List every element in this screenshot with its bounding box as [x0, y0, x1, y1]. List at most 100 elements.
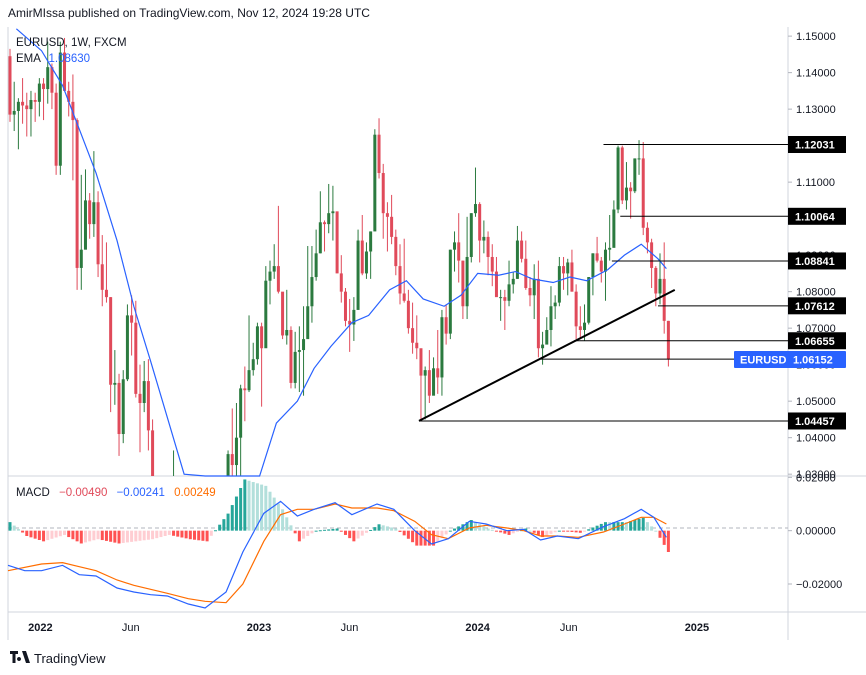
- macd-histogram-bar: [486, 528, 490, 531]
- macd-histogram-bar: [138, 530, 142, 541]
- macd-histogram-bar: [289, 525, 293, 531]
- macd-legend-row: MACD −0.00490 −0.00241 0.00249: [16, 487, 216, 499]
- candle-body: [234, 437, 238, 466]
- ema-line: [15, 28, 667, 477]
- candle-body: [264, 280, 268, 349]
- candle-body: [608, 247, 612, 250]
- candle-body: [75, 120, 79, 268]
- candle-body: [276, 266, 280, 292]
- candle-body: [578, 326, 582, 330]
- macd-histogram-bar: [348, 530, 352, 539]
- symbol-legend: EURUSD, 1W, FXCM: [16, 37, 127, 49]
- macd-histogram-bar: [402, 530, 406, 536]
- macd-histogram-bar: [364, 530, 368, 533]
- candle-body: [104, 289, 108, 298]
- macd-histogram-bar: [58, 530, 62, 537]
- macd-histogram-bar: [310, 530, 314, 534]
- candle-body: [528, 288, 532, 296]
- macd-histogram-bar: [515, 530, 519, 532]
- macd-histogram-bar: [423, 530, 427, 546]
- candle-body: [151, 430, 155, 476]
- candle-body: [117, 382, 121, 435]
- candle-body: [339, 273, 343, 292]
- macd-histogram-bar: [478, 524, 482, 531]
- macd-histogram-bar: [268, 491, 272, 531]
- macd-histogram-bar: [314, 530, 318, 532]
- candle-body: [465, 256, 469, 307]
- macd-histogram-bar: [587, 529, 591, 531]
- macd-line-value: −0.00241: [117, 487, 165, 499]
- macd-histogram-bar: [536, 530, 540, 535]
- macd-signal-value: 0.00249: [174, 487, 216, 499]
- candle-body: [432, 368, 436, 396]
- macd-histogram-bar: [92, 530, 96, 541]
- macd-histogram-bar: [222, 519, 226, 531]
- macd-histogram-bar: [511, 530, 515, 534]
- candle-body: [658, 278, 662, 294]
- macd-histogram-bar: [121, 530, 125, 543]
- ema-legend-row: EMA 1.08630: [16, 53, 90, 65]
- footer-brand[interactable]: TradingView: [10, 650, 106, 666]
- candle-body: [503, 297, 507, 301]
- candle-body: [138, 393, 142, 403]
- candle-body: [402, 293, 406, 301]
- macd-histogram-bar: [188, 530, 192, 540]
- macd-histogram-bar: [260, 484, 264, 531]
- candle-body: [574, 291, 578, 327]
- macd-histogram-bar: [285, 517, 289, 531]
- macd-tick-label: 0.00000: [796, 526, 836, 538]
- time-tick-label: 2023: [247, 622, 271, 634]
- candle-body: [83, 200, 87, 250]
- macd-histogram-bar: [16, 529, 20, 531]
- candle-body: [255, 326, 259, 360]
- candle-body: [545, 329, 549, 345]
- time-tick-label: Jun: [122, 622, 140, 634]
- macd-pane[interactable]: [7, 479, 670, 609]
- macd-histogram-bar: [461, 524, 465, 531]
- candle-body: [377, 134, 381, 174]
- candle-body: [335, 211, 339, 274]
- candle-body: [616, 147, 620, 210]
- macd-histogram-bar: [499, 530, 503, 533]
- candle-body: [58, 52, 62, 166]
- macd-histogram-bar: [113, 530, 117, 543]
- candle-body: [469, 213, 473, 257]
- macd-histogram-bar: [503, 530, 507, 534]
- macd-histogram-bar: [83, 530, 87, 543]
- candle-body: [88, 200, 92, 225]
- macd-histogram-bar: [243, 479, 247, 531]
- level-badge-label: 1.04457: [795, 416, 835, 428]
- candle-body: [557, 266, 561, 303]
- macd-histogram-bar: [578, 530, 582, 533]
- macd-histogram-bar: [583, 530, 587, 532]
- macd-histogram-bar: [79, 530, 83, 544]
- macd-histogram-bar: [524, 528, 528, 531]
- candle-body: [520, 240, 524, 259]
- candle-body: [440, 317, 444, 378]
- macd-line: [7, 500, 667, 609]
- macd-histogram-bar: [406, 530, 410, 539]
- macd-histogram-bar: [562, 530, 566, 532]
- candle-body: [331, 211, 335, 214]
- time-tick-label: 2025: [685, 622, 709, 634]
- candle-body: [33, 100, 37, 102]
- macd-histogram-bar: [658, 530, 662, 538]
- macd-histogram-bar: [134, 530, 138, 542]
- macd-histogram-bar: [411, 530, 415, 543]
- candle-body: [29, 100, 33, 110]
- candle-body: [411, 328, 415, 343]
- macd-histogram-bar: [356, 530, 360, 539]
- price-pane[interactable]: [8, 28, 670, 477]
- candle-body: [54, 92, 58, 166]
- candle-body: [562, 266, 566, 274]
- candle-body: [314, 253, 318, 278]
- candle-body: [629, 187, 633, 192]
- macd-histogram-bar: [130, 530, 134, 542]
- macd-histogram-bar: [180, 530, 184, 538]
- candle-body: [641, 158, 645, 228]
- macd-histogram-bar: [67, 530, 71, 538]
- candle-body: [327, 213, 331, 225]
- candle-body: [356, 240, 360, 310]
- candle-body: [297, 350, 301, 352]
